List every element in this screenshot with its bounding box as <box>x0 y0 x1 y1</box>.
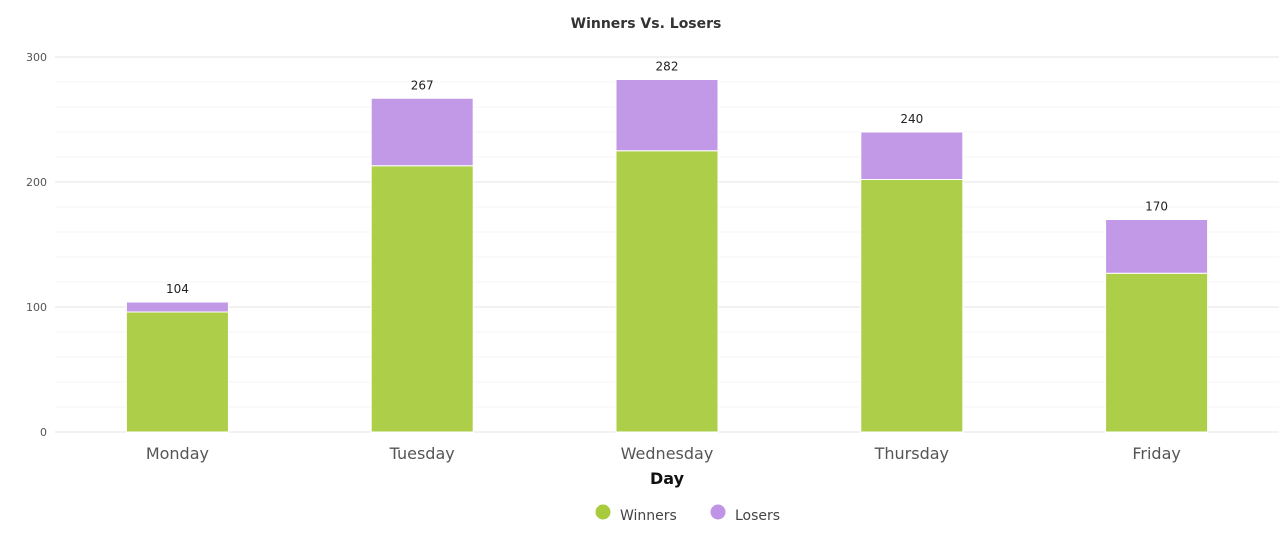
y-tick-label: 200 <box>26 176 47 189</box>
bars <box>125 79 1209 433</box>
chart-title: Winners Vs. Losers <box>571 16 722 32</box>
y-tick-label: 0 <box>40 426 47 439</box>
bar-winners-thursday[interactable] <box>860 179 964 433</box>
bar-total-labels: 104 267 282 240 170 <box>166 60 1168 297</box>
bar-total-label: 282 <box>656 60 679 74</box>
x-tick-label: Tuesday <box>389 444 455 463</box>
bar-losers-tuesday[interactable] <box>370 97 474 167</box>
legend-swatch <box>595 504 611 520</box>
x-tick-label: Thursday <box>874 444 949 463</box>
legend-item-losers[interactable]: Losers <box>710 504 781 525</box>
x-tick-label: Wednesday <box>621 444 714 463</box>
x-axis-title: Day <box>650 469 685 488</box>
bar-losers-wednesday[interactable] <box>615 79 719 152</box>
bar-total-label: 240 <box>900 112 923 126</box>
bar-total-label: 170 <box>1145 200 1168 214</box>
bar-total-label: 267 <box>411 78 434 92</box>
legend-label: Losers <box>735 508 780 524</box>
legend-label: Winners <box>620 508 677 524</box>
y-tick-label: 100 <box>26 301 47 314</box>
legend[interactable]: Winners Losers <box>595 504 781 525</box>
bar-total-label: 104 <box>166 282 189 296</box>
bar-winners-monday[interactable] <box>125 311 229 433</box>
y-axis: 0 100 200 300 <box>26 51 47 439</box>
bar-winners-wednesday[interactable] <box>615 150 719 433</box>
x-tick-label: Friday <box>1132 444 1181 463</box>
legend-swatch <box>710 504 726 520</box>
legend-item-winners[interactable]: Winners <box>595 504 677 525</box>
y-tick-label: 300 <box>26 51 47 64</box>
x-axis: Monday Tuesday Wednesday Thursday Friday <box>146 444 1181 463</box>
bar-losers-monday[interactable] <box>125 301 229 313</box>
x-tick-label: Monday <box>146 444 209 463</box>
bar-losers-friday[interactable] <box>1105 219 1209 274</box>
bar-winners-tuesday[interactable] <box>370 165 474 433</box>
bar-losers-thursday[interactable] <box>860 131 964 180</box>
bar-winners-friday[interactable] <box>1105 272 1209 433</box>
